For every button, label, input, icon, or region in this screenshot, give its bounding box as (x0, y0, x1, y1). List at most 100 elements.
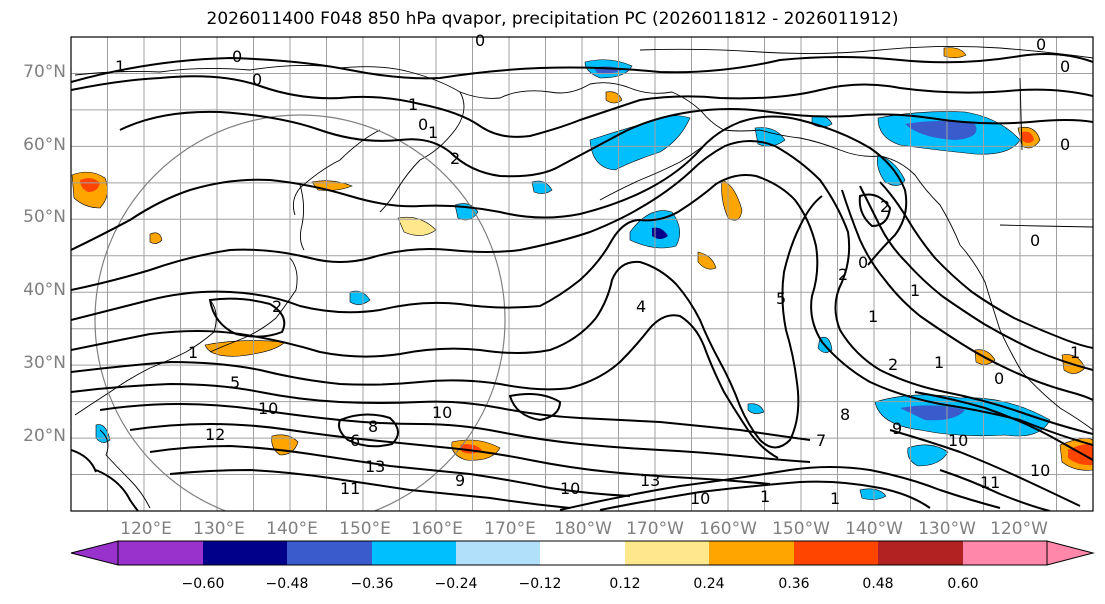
coastline-korea-china (74, 299, 217, 416)
contour-line (71, 195, 823, 449)
contour-label: 2 (880, 197, 890, 216)
contour-line (95, 469, 139, 511)
precip-positive-patch (397, 216, 437, 236)
coastline-asia-north (74, 64, 591, 99)
contour-label: 1 (115, 57, 125, 76)
contour-line (129, 422, 771, 485)
precip-positive-patch (721, 179, 743, 221)
contour-label: 0 (994, 369, 1004, 388)
lat-label-50n: 50°N (23, 207, 66, 227)
contour-line (599, 480, 931, 511)
colorbar-swatch (963, 541, 1047, 565)
contour-label: 2 (272, 297, 282, 316)
contour-line (859, 185, 1093, 371)
colorbar-tick-label: 0.60 (947, 576, 979, 592)
contour-label: 0 (1060, 135, 1070, 154)
contour-label: 2 (450, 149, 460, 168)
contour-label: 10 (690, 489, 710, 508)
contour-line (559, 466, 1001, 511)
colorbar-low-extend (70, 540, 119, 566)
lat-label-70n: 70°N (23, 62, 66, 82)
contour-label: 2 (888, 355, 898, 374)
contour-line (71, 140, 1093, 435)
contour-label: 0 (252, 70, 262, 89)
map-frame (70, 36, 1094, 512)
precip-positive-patch (149, 232, 163, 244)
lon-label-170e: 170°E (484, 519, 536, 539)
lon-label-140e: 140°E (266, 519, 318, 539)
contour-label: 11 (980, 473, 1000, 492)
contour-label: 4 (636, 297, 646, 316)
precip-positive-patch (311, 180, 353, 191)
lon-label-140w: 140°W (845, 519, 903, 539)
colorbar-tick-label: −0.36 (350, 576, 394, 592)
contour-line (914, 391, 1093, 461)
contour-line (71, 314, 779, 459)
contour-line (149, 444, 631, 497)
colorbar-swatch (287, 541, 372, 565)
coastline-north-america (959, 244, 1093, 431)
colorbar-tick-label: −0.12 (518, 576, 562, 592)
contour-label: 5 (230, 373, 240, 392)
lat-label-40n: 40°N (23, 280, 66, 300)
contour-label: 0 (1030, 231, 1040, 250)
contour-label: 1 (1070, 343, 1080, 362)
colorbar-tick-label: −0.48 (265, 576, 309, 592)
lon-label-120w: 120°W (990, 519, 1048, 539)
contour-line (119, 108, 1093, 178)
contour-line (939, 469, 1051, 511)
contour-line (99, 402, 811, 463)
contour-label: 1 (188, 343, 198, 362)
coastline-sakhalin (299, 184, 305, 251)
colorbar-tick-label: 0.12 (609, 576, 641, 592)
lat-label-20n: 20°N (23, 426, 66, 446)
coastline-arctic (639, 45, 1093, 59)
colorbar-swatch (625, 541, 709, 565)
colorbar-tick-label: 0.48 (862, 576, 894, 592)
contour-label: 8 (840, 405, 850, 424)
contour-line (71, 75, 1093, 138)
contour-label: 0 (418, 115, 428, 134)
contour-label: 10 (1030, 461, 1050, 480)
precip-negative-patch (652, 227, 668, 239)
colorbar-swatch (456, 541, 540, 565)
contour-label: 10 (258, 399, 278, 418)
colorbar-tick-label: 0.36 (778, 576, 810, 592)
contour-label: 13 (640, 471, 660, 490)
contour-label: 10 (948, 431, 968, 450)
contour-label: 1 (910, 281, 920, 300)
contour-label: 8 (368, 417, 378, 436)
contour-labels: 1 0 0 0 0 1 0 1 2 2 1 5 10 10 8 6 13 11 … (115, 31, 1080, 508)
contour-label: 1 (428, 123, 438, 142)
coastlines (74, 45, 1093, 509)
precip-negative-patch (905, 121, 977, 140)
contour-line (841, 189, 1093, 401)
contour-line (71, 382, 811, 441)
contour-line (858, 193, 892, 228)
border-canada-us (999, 224, 1093, 228)
contour-line (338, 413, 399, 448)
contour-label: 11 (340, 479, 360, 498)
precip-positive-patch (605, 91, 623, 104)
lon-label-150w: 150°W (772, 519, 830, 539)
precip-positive-patch (943, 47, 967, 59)
colorbar-frame (117, 540, 1048, 566)
coastline-kamchatka (379, 91, 465, 213)
contour-label: 13 (365, 457, 385, 476)
contour-label: 9 (455, 471, 465, 490)
coastline-japan (209, 257, 298, 353)
colorbar-tick-label: −0.60 (181, 576, 225, 592)
precip-negative-patch (859, 488, 887, 500)
colorbar (70, 540, 1095, 566)
colorbar-swatch (118, 541, 203, 565)
lon-label-150e: 150°E (339, 519, 391, 539)
precip-negative-patch (747, 403, 765, 414)
colorbar-swatch (709, 541, 794, 565)
contour-label: 0 (1060, 57, 1070, 76)
contour-line (508, 393, 562, 422)
map-plot-area (71, 37, 1093, 511)
lon-label-160w: 160°W (699, 519, 757, 539)
precip-negative-patch (874, 394, 1051, 437)
contour-line (889, 429, 1081, 507)
